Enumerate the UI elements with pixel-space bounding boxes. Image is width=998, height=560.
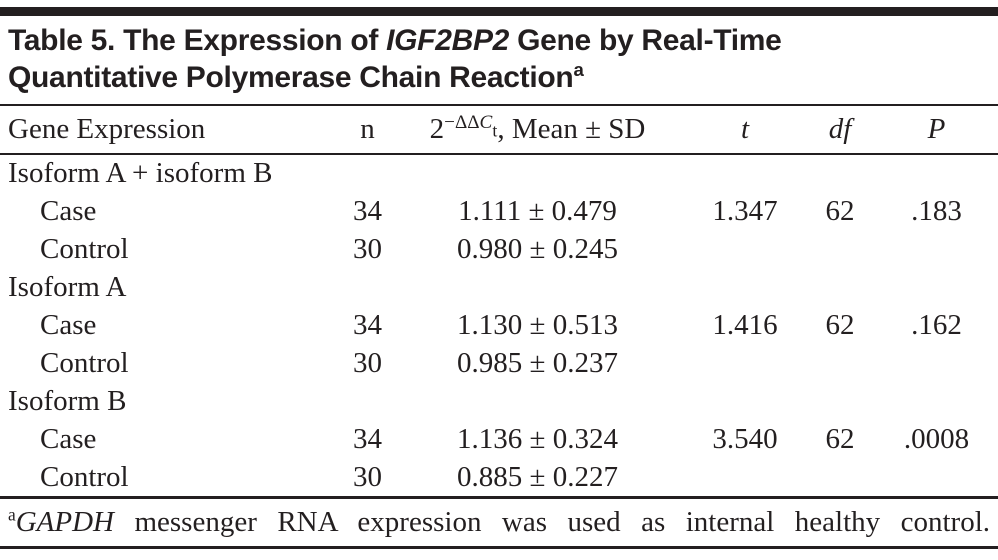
cell-n: 34 <box>353 422 382 455</box>
column-header-t: t <box>685 106 805 155</box>
cell-df: 62 <box>825 308 855 341</box>
header-row: Gene Expression n 2−ΔΔCt, Mean ± SD t df… <box>0 106 998 155</box>
cell-t <box>685 344 805 382</box>
cell-t <box>685 268 805 306</box>
cell-mean-sd: 0.885 ± 0.227 <box>457 460 618 493</box>
table-row-case: Case 34 1.136 ± 0.324 3.540 62 .0008 <box>0 420 998 458</box>
cell-p: .0008 <box>903 422 970 455</box>
expression-data-table: Gene Expression n 2−ΔΔCt, Mean ± SD t df… <box>0 106 998 496</box>
cell-mean-sd <box>390 382 685 420</box>
table-title: Table 5. The Expression of IGF2BP2 Gene … <box>0 16 998 104</box>
table-row-case: Case 34 1.130 ± 0.513 1.416 62 .162 <box>0 306 998 344</box>
cell-mean-sd: 1.130 ± 0.513 <box>457 308 618 341</box>
footnote-text: messenger RNA expression was used as int… <box>114 505 990 538</box>
cell-df <box>805 154 875 192</box>
cell-df: 62 <box>825 194 855 227</box>
cell-df <box>805 382 875 420</box>
cell-p <box>875 382 998 420</box>
cell-p: .183 <box>911 194 962 227</box>
table-row-section-isoform-b: Isoform B <box>0 382 998 420</box>
table-footnote: aGAPDH messenger RNA expression was used… <box>0 499 998 546</box>
mean-expr-rest: , Mean ± SD <box>497 113 646 145</box>
table-row-control: Control 30 0.980 ± 0.245 <box>0 230 998 268</box>
cell-n <box>345 268 390 306</box>
column-header-mean-sd: 2−ΔΔCt, Mean ± SD <box>390 106 685 155</box>
cell-t: 1.347 <box>712 194 778 227</box>
table-row-section-isoform-ab: Isoform A + isoform B <box>0 154 998 192</box>
cell-p <box>875 230 998 268</box>
cell-n: 30 <box>353 232 382 265</box>
column-header-p: P <box>875 106 998 155</box>
table-title-line2: Quantitative Polymerase Chain Reactiona <box>8 59 990 96</box>
cell-df <box>805 268 875 306</box>
title-text-line2: Quantitative Polymerase Chain Reaction <box>8 61 574 94</box>
cell-label: Case <box>40 194 97 227</box>
cell-t <box>685 382 805 420</box>
cell-t: 3.540 <box>712 422 778 455</box>
cell-p: .162 <box>911 308 962 341</box>
column-header-n: n <box>345 106 390 155</box>
table-title-line1: Table 5. The Expression of IGF2BP2 Gene … <box>8 22 990 59</box>
gene-name-igf2bp2: IGF2BP2 <box>386 24 510 57</box>
cell-t <box>685 230 805 268</box>
cell-mean-sd: 1.136 ± 0.324 <box>457 422 618 455</box>
cell-t: 1.416 <box>712 308 778 341</box>
mean-expr-subscript-t: t <box>492 120 498 141</box>
cell-df <box>805 230 875 268</box>
mean-expr-delta: −ΔΔ <box>444 112 480 134</box>
cell-n: 34 <box>353 308 382 341</box>
cell-mean-sd <box>390 268 685 306</box>
table-row-section-isoform-a: Isoform A <box>0 268 998 306</box>
table-header: Gene Expression n 2−ΔΔCt, Mean ± SD t df… <box>0 106 998 155</box>
mean-expr-superscript: −ΔΔC <box>444 112 492 133</box>
top-rule-thick <box>0 7 998 16</box>
cell-df <box>805 458 875 496</box>
cell-p <box>875 344 998 382</box>
cell-p <box>875 154 998 192</box>
paper-table-page: Table 5. The Expression of IGF2BP2 Gene … <box>0 7 998 560</box>
cell-n: 34 <box>353 194 382 227</box>
cell-mean-sd <box>390 154 685 192</box>
footnote-marker: a <box>8 503 16 524</box>
mean-expr-c: C <box>479 112 493 134</box>
bottom-rule <box>0 545 998 549</box>
cell-n <box>345 382 390 420</box>
rule-below-title <box>0 104 998 106</box>
table-row-control: Control 30 0.885 ± 0.227 <box>0 458 998 496</box>
cell-label: Isoform A <box>8 270 127 303</box>
cell-n <box>345 154 390 192</box>
cell-n: 30 <box>353 346 382 379</box>
cell-t <box>685 458 805 496</box>
cell-label: Control <box>40 346 129 379</box>
cell-label: Isoform B <box>8 384 127 417</box>
cell-label: Control <box>40 460 129 493</box>
cell-p <box>875 458 998 496</box>
cell-mean-sd: 1.111 ± 0.479 <box>458 194 617 227</box>
rule-above-footnote <box>0 496 998 499</box>
column-header-gene-expression: Gene Expression <box>0 106 345 155</box>
cell-df <box>805 344 875 382</box>
table-row-case: Case 34 1.111 ± 0.479 1.347 62 .183 <box>0 192 998 230</box>
title-text-suffix: Gene by Real-Time <box>509 24 782 57</box>
table-body: Isoform A + isoform B Case 34 1.111 ± 0.… <box>0 154 998 496</box>
title-footnote-marker: a <box>573 59 584 80</box>
cell-label: Case <box>40 308 97 341</box>
cell-label: Case <box>40 422 97 455</box>
cell-df: 62 <box>825 422 855 455</box>
cell-mean-sd: 0.985 ± 0.237 <box>457 346 618 379</box>
column-header-df: df <box>805 106 875 155</box>
title-text-prefix: Table 5. The Expression of <box>8 24 387 57</box>
cell-mean-sd: 0.980 ± 0.245 <box>457 232 618 265</box>
cell-n: 30 <box>353 460 382 493</box>
gene-name-gapdh: GAPDH <box>15 505 114 538</box>
cell-label: Control <box>40 232 129 265</box>
table-row-control: Control 30 0.985 ± 0.237 <box>0 344 998 382</box>
cell-t <box>685 154 805 192</box>
cell-p <box>875 268 998 306</box>
mean-expr-base: 2 <box>429 113 445 145</box>
cell-label: Isoform A + isoform B <box>8 157 273 189</box>
